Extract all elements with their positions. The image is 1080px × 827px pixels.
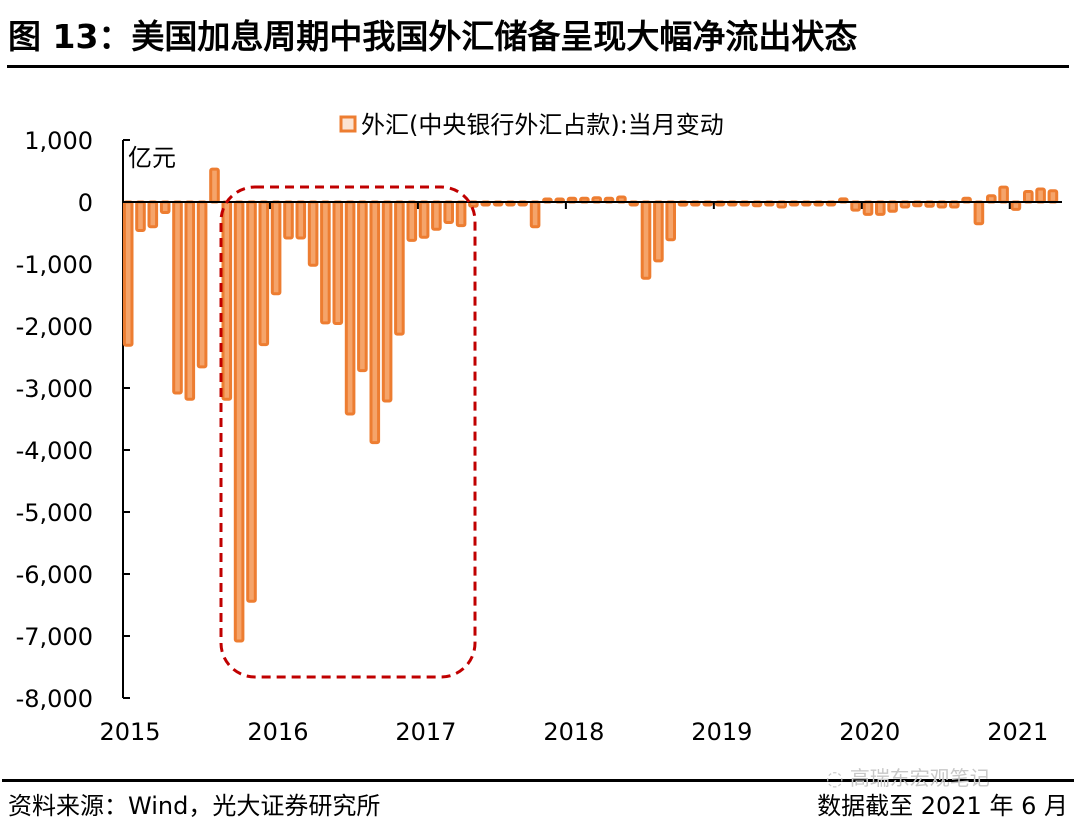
bar — [665, 200, 677, 242]
x-tick-label: 2020 — [839, 718, 900, 746]
bar — [1010, 200, 1022, 211]
bar — [295, 200, 307, 240]
legend-swatch — [339, 115, 357, 133]
bar — [381, 200, 393, 403]
bar — [159, 200, 171, 214]
y-tick-label: -2,000 — [16, 313, 93, 341]
bar — [270, 200, 282, 296]
y-axis-unit-label: 亿元 — [128, 144, 176, 172]
bar — [184, 200, 196, 401]
bar — [172, 200, 183, 395]
y-tick-label: 0 — [78, 189, 93, 217]
bar — [233, 200, 245, 643]
bar — [147, 200, 159, 229]
legend-label: 外汇(中央银行外汇占款):当月变动 — [361, 111, 724, 139]
bar — [332, 200, 344, 325]
bars — [122, 167, 1059, 643]
bar — [850, 200, 861, 212]
watermark: ◌ 高瑞东宏观笔记 — [826, 762, 990, 791]
wechat-icon: ◌ — [826, 766, 850, 790]
y-tick-label: -5,000 — [16, 499, 93, 527]
bar — [246, 200, 257, 603]
y-tick-label: -8,000 — [16, 685, 93, 713]
y-tick-label: -6,000 — [16, 561, 93, 589]
x-tick-label: 2018 — [543, 718, 604, 746]
x-tick-label: 2017 — [395, 718, 456, 746]
y-axis: 1,000 0 -1,000 -2,000 -3,000 -4,000 -5,000 -6,0… — [16, 127, 130, 713]
bar — [394, 200, 405, 336]
y-tick-label: -4,000 — [16, 437, 93, 465]
bar — [653, 200, 664, 263]
x-tick-label: 2021 — [987, 718, 1048, 746]
figure-title: 图 13：美国加息周期中我国外汇储备呈现大幅净流出状态 — [8, 17, 858, 56]
bar — [431, 200, 442, 231]
bar — [1047, 189, 1059, 204]
bar — [369, 200, 381, 445]
watermark-text: 高瑞东宏观笔记 — [849, 766, 990, 790]
bar — [283, 200, 294, 240]
bar — [357, 200, 368, 373]
bar — [640, 200, 652, 280]
data-date-note: 数据截至 2021 年 6 月 — [817, 792, 1068, 820]
bar — [455, 200, 467, 228]
bar — [973, 200, 985, 226]
x-tick-label: 2016 — [247, 718, 308, 746]
y-tick-label: 1,000 — [24, 127, 93, 155]
bar — [1035, 187, 1046, 204]
x-tick-label: 2019 — [691, 718, 752, 746]
highlight-box — [219, 185, 477, 679]
bar — [344, 200, 356, 416]
bar — [875, 200, 886, 216]
y-tick-label: -1,000 — [16, 251, 93, 279]
bar — [887, 200, 898, 213]
bar — [307, 200, 319, 267]
y-tick-label: -3,000 — [16, 375, 93, 403]
bar — [196, 200, 208, 369]
x-tick-label: 2015 — [99, 718, 160, 746]
y-tick-label: -7,000 — [16, 623, 93, 651]
bar — [406, 200, 418, 242]
legend: 外汇(中央银行外汇占款):当月变动 — [339, 111, 724, 139]
bar — [258, 200, 270, 347]
bar — [221, 200, 233, 401]
bar — [1023, 190, 1034, 204]
bar — [209, 167, 220, 204]
bar — [443, 200, 454, 224]
title-rule — [7, 65, 1069, 68]
source-note: 资料来源：Wind，光大证券研究所 — [8, 792, 381, 820]
bar — [418, 200, 430, 239]
bar — [998, 185, 1009, 204]
bar — [862, 200, 874, 216]
bar — [135, 200, 146, 232]
bar — [320, 200, 331, 325]
footer-rule — [2, 779, 1074, 782]
x-axis: 2015 2016 2017 2018 2019 2020 2021 — [99, 201, 1062, 746]
bar — [122, 200, 134, 347]
bar — [529, 200, 541, 229]
